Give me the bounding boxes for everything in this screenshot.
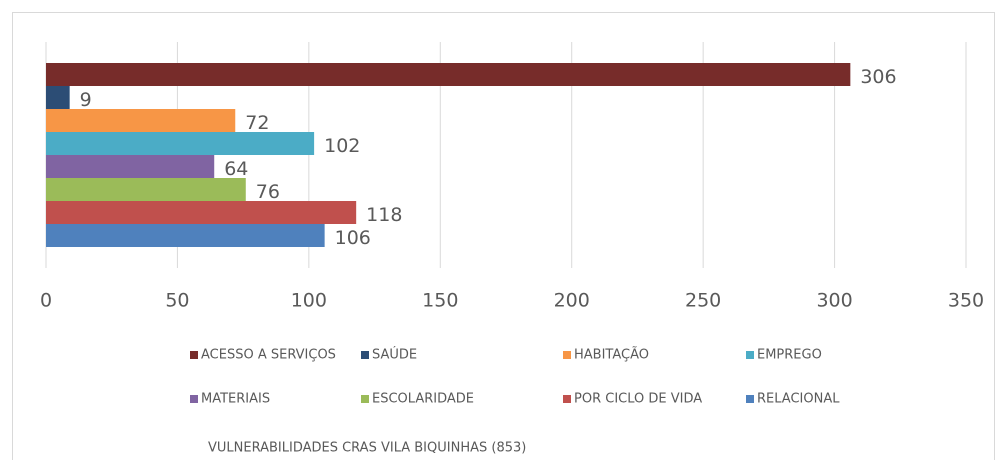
bar [46,224,325,247]
bar [46,109,236,132]
legend-swatch [563,351,571,359]
x-tick-label: 300 [816,290,852,312]
legend-label: POR CICLO DE VIDA [574,392,702,407]
x-tick-label: 350 [948,290,984,312]
x-tick-label: 150 [422,290,458,312]
x-tick-label: 100 [291,290,327,312]
data-label: 9 [80,89,92,111]
data-label: 102 [324,135,360,157]
legend-swatch [190,395,198,403]
legend-label: ACESSO A SERVIÇOS [201,348,336,363]
bar [46,132,315,155]
data-label: 306 [860,66,896,88]
x-tick-label: 200 [554,290,590,312]
legend-swatch [361,351,369,359]
legend-swatch [563,395,571,403]
legend-swatch [746,395,754,403]
bar [46,63,851,86]
legend-swatch [746,351,754,359]
data-label: 106 [335,227,371,249]
x-tick-label: 50 [165,290,189,312]
legend-label: MATERIAIS [201,392,270,407]
x-tick-label: 250 [685,290,721,312]
data-label: 118 [366,204,402,226]
legend-swatch [190,351,198,359]
legend-label: EMPREGO [757,348,822,363]
legend-label: RELACIONAL [757,392,840,407]
chart-title: VULNERABILIDADES CRAS VILA BIQUINHAS (85… [208,441,526,456]
x-tick-label: 0 [40,290,52,312]
legend-label: ESCOLARIDADE [372,392,474,407]
data-label: 72 [245,112,269,134]
bar [46,86,70,109]
bar [46,201,357,224]
bar [46,155,215,178]
legend-label: SAÚDE [372,347,417,363]
data-label: 64 [224,158,248,180]
legend-label: HABITAÇÃO [574,347,649,363]
data-label: 76 [256,181,280,203]
bar [46,178,246,201]
legend-swatch [361,395,369,403]
